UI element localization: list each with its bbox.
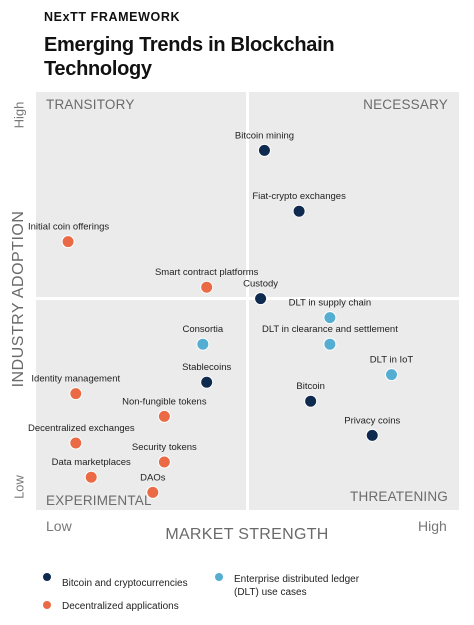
point-label-dlt-in-clearance-and-settlement: DLT in clearance and settlement bbox=[262, 324, 398, 335]
point-label-fiat-crypto-exchanges: Fiat-crypto exchanges bbox=[252, 191, 346, 202]
point-daos bbox=[146, 485, 160, 499]
point-bitcoin-mining bbox=[257, 143, 271, 157]
point-label-privacy-coins: Privacy coins bbox=[344, 415, 400, 426]
quadrant-transitory bbox=[36, 92, 246, 297]
point-dlt-in-iot bbox=[385, 368, 398, 382]
legend-label-dlt: Enterprise distributed ledger (DLT) use … bbox=[234, 574, 360, 598]
point-data-marketplaces bbox=[84, 470, 98, 484]
point-label-daos: DAOs bbox=[140, 472, 166, 483]
point-label-bitcoin: Bitcoin bbox=[296, 381, 325, 392]
point-consortia bbox=[196, 337, 210, 351]
legend-label-decentralized: Decentralized applications bbox=[62, 601, 179, 612]
quadrant-necessary bbox=[249, 92, 459, 297]
point-label-stablecoins: Stablecoins bbox=[182, 362, 231, 373]
point-security-tokens bbox=[157, 455, 171, 469]
point-bitcoin bbox=[304, 394, 318, 408]
quadrant-experimental bbox=[36, 300, 246, 510]
x-axis-label: MARKET STRENGTH bbox=[165, 526, 329, 543]
point-label-decentralized-exchanges: Decentralized exchanges bbox=[28, 423, 135, 434]
legend-marker-decentralized bbox=[43, 601, 51, 609]
point-label-security-tokens: Security tokens bbox=[132, 442, 197, 453]
x-tick-high: High bbox=[418, 518, 447, 534]
point-privacy-coins bbox=[365, 428, 379, 442]
point-identity-management bbox=[69, 387, 83, 401]
x-tick-low: Low bbox=[46, 518, 72, 534]
brand-name: NExTT FRAMEWORK bbox=[44, 10, 181, 24]
point-fiat-crypto-exchanges bbox=[292, 204, 306, 218]
legend-marker-dlt bbox=[215, 573, 223, 581]
quadrant-label-experimental: EXPERIMENTAL bbox=[46, 493, 152, 508]
point-dlt-in-supply-chain bbox=[323, 311, 337, 325]
quadrant-label-necessary: NECESSARY bbox=[363, 97, 448, 112]
point-smart-contract-platforms bbox=[200, 280, 214, 294]
point-label-identity-management: Identity management bbox=[31, 374, 120, 385]
point-label-non-fungible-tokens: Non-fungible tokens bbox=[122, 396, 207, 407]
point-label-smart-contract-platforms: Smart contract platforms bbox=[155, 267, 259, 278]
point-initial-coin-offerings bbox=[61, 235, 75, 249]
point-custody bbox=[254, 292, 268, 306]
point-label-bitcoin-mining: Bitcoin mining bbox=[235, 130, 294, 141]
quadrant-threatening bbox=[249, 300, 459, 510]
quadrant-label-threatening: THREATENING bbox=[350, 489, 448, 504]
point-label-dlt-in-supply-chain: DLT in supply chain bbox=[289, 298, 372, 309]
point-decentralized-exchanges bbox=[69, 436, 83, 450]
chart-title: Emerging Trends in Blockchain Technology bbox=[44, 34, 335, 80]
point-label-dlt-in-iot: DLT in IoT bbox=[370, 355, 414, 366]
point-label-consortia: Consortia bbox=[183, 324, 224, 335]
legend-label-crypto: Bitcoin and cryptocurrencies bbox=[62, 578, 188, 589]
point-label-initial-coin-offerings: Initial coin offerings bbox=[28, 222, 109, 233]
point-stablecoins bbox=[200, 375, 214, 389]
quadrant-label-transitory: TRANSITORY bbox=[46, 97, 135, 112]
legend-marker-crypto bbox=[43, 573, 51, 581]
point-dlt-in-clearance-and-settlement bbox=[323, 337, 337, 351]
point-non-fungible-tokens bbox=[157, 409, 171, 423]
point-label-custody: Custody bbox=[243, 279, 278, 290]
point-label-data-marketplaces: Data marketplaces bbox=[52, 457, 131, 468]
